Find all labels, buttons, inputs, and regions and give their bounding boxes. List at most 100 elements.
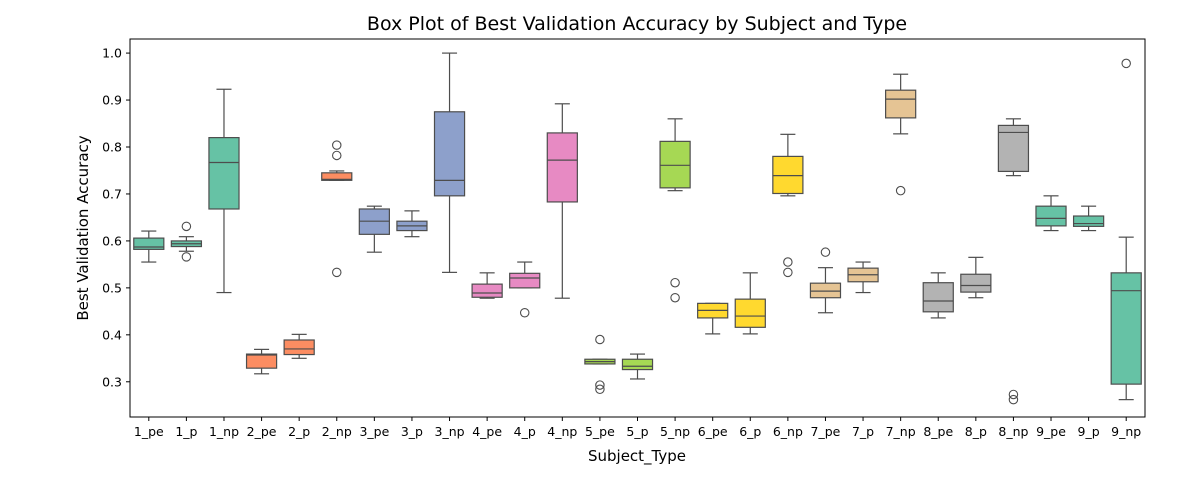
iqr-box — [1072, 215, 1105, 227]
x-tick-label: 9_np — [1111, 424, 1141, 439]
outlier-point — [820, 247, 831, 257]
y-tick-label: 0.6 — [102, 233, 122, 248]
box-9_pe — [1035, 195, 1067, 232]
x-tick-label: 8_p — [965, 424, 987, 439]
iqr-box — [922, 282, 954, 313]
x-tick-label: 4_p — [514, 424, 536, 439]
iqr-box — [960, 273, 992, 293]
box-2_pe — [245, 348, 278, 375]
iqr-box — [245, 353, 278, 369]
box-2_p — [283, 333, 315, 359]
x-tick-label: 3_np — [435, 424, 465, 439]
outlier-point — [1008, 389, 1019, 400]
x-tick-label: 3_p — [401, 424, 423, 439]
box-3_p — [396, 210, 428, 238]
box-7_p — [847, 261, 879, 294]
outlier-point — [332, 140, 342, 150]
box-7_np — [885, 73, 917, 196]
box-5_p — [621, 353, 654, 380]
iqr-box — [321, 172, 353, 181]
x-axis: 1_pe 1_p 1_np 2_pe 2_p 2_np 3_pe 3_p 3_np 4_pe 4_p… — [134, 417, 1141, 439]
x-tick-label: 6_pe — [698, 424, 728, 439]
iqr-box — [509, 272, 541, 289]
x-tick-label: 2_pe — [247, 424, 277, 439]
x-tick-label: 5_pe — [585, 424, 615, 439]
box-3_pe — [358, 205, 390, 253]
outlier-point — [670, 277, 680, 288]
box-9_p — [1072, 205, 1105, 232]
box-9_np — [1110, 58, 1142, 401]
outlier-point — [895, 185, 906, 196]
iqr-box — [133, 237, 165, 250]
outlier-point — [332, 267, 342, 278]
x-tick-label: 2_p — [288, 424, 310, 439]
box-7_pe — [809, 247, 842, 314]
x-tick-label: 7_np — [886, 424, 916, 439]
box-5_pe — [584, 334, 616, 395]
box-6_np — [772, 133, 804, 278]
outlier-point — [783, 257, 793, 267]
x-tick-label: 1_p — [175, 424, 197, 439]
outlier-point — [595, 334, 605, 345]
y-tick-label: 0.7 — [102, 186, 122, 201]
y-tick-label: 1.0 — [102, 46, 122, 61]
iqr-box — [1110, 272, 1142, 385]
iqr-box — [659, 140, 691, 189]
iqr-box — [734, 298, 766, 328]
box-4_p — [509, 261, 541, 318]
iqr-box — [546, 132, 578, 203]
outlier-point — [670, 292, 680, 303]
box-4_np — [546, 103, 578, 299]
box-8_np — [997, 118, 1030, 405]
x-axis-title: Subject_Type — [588, 447, 686, 466]
chart-title: Box Plot of Best Validation Accuracy by … — [367, 13, 907, 35]
iqr-box — [208, 137, 240, 210]
box-6_p — [734, 272, 766, 335]
x-tick-label: 4_pe — [472, 424, 502, 439]
box-6_pe — [697, 302, 729, 335]
box-8_p — [960, 256, 992, 299]
outlier-point — [595, 380, 605, 390]
box-4_pe — [471, 272, 503, 299]
y-axis-title: Best Validation Accuracy — [74, 135, 92, 320]
box-1_pe — [133, 230, 165, 263]
iqr-box — [433, 111, 466, 197]
x-tick-label: 1_np — [209, 424, 239, 439]
y-tick-label: 0.5 — [102, 280, 122, 295]
outlier-point — [332, 150, 342, 161]
x-tick-label: 8_np — [998, 424, 1028, 439]
x-tick-label: 6_p — [739, 424, 761, 439]
y-tick-label: 0.8 — [102, 140, 122, 155]
outlier-point — [181, 252, 192, 262]
iqr-box — [885, 89, 917, 119]
box-1_np — [208, 88, 240, 294]
box-1_p — [170, 221, 203, 262]
x-tick-label: 7_pe — [811, 424, 841, 439]
x-tick-label: 6_np — [773, 424, 803, 439]
outlier-point — [519, 308, 530, 318]
box-5_np — [659, 118, 691, 303]
iqr-box — [621, 358, 654, 371]
box-3_np — [433, 52, 466, 273]
iqr-box — [997, 124, 1030, 173]
iqr-box — [772, 155, 804, 195]
box-8_pe — [922, 272, 954, 319]
y-tick-label: 0.9 — [102, 93, 122, 108]
y-tick-label: 0.3 — [102, 374, 122, 389]
plot-area — [133, 52, 1142, 405]
outlier-point — [181, 221, 192, 232]
outlier-point — [1121, 58, 1131, 69]
x-tick-label: 2_np — [322, 424, 352, 439]
x-tick-label: 9_p — [1078, 424, 1100, 439]
x-tick-label: 9_pe — [1036, 424, 1066, 439]
x-tick-label: 5_p — [626, 424, 648, 439]
y-tick-label: 0.4 — [102, 327, 122, 342]
outlier-point — [1008, 394, 1019, 405]
x-tick-label: 4_np — [547, 424, 577, 439]
x-tick-label: 8_pe — [923, 424, 953, 439]
outlier-point — [595, 384, 605, 395]
iqr-box — [471, 283, 503, 298]
y-axis: 0.3 0.4 0.5 0.6 0.7 0.8 0.9 1.0 — [102, 46, 130, 389]
iqr-box — [809, 282, 842, 299]
